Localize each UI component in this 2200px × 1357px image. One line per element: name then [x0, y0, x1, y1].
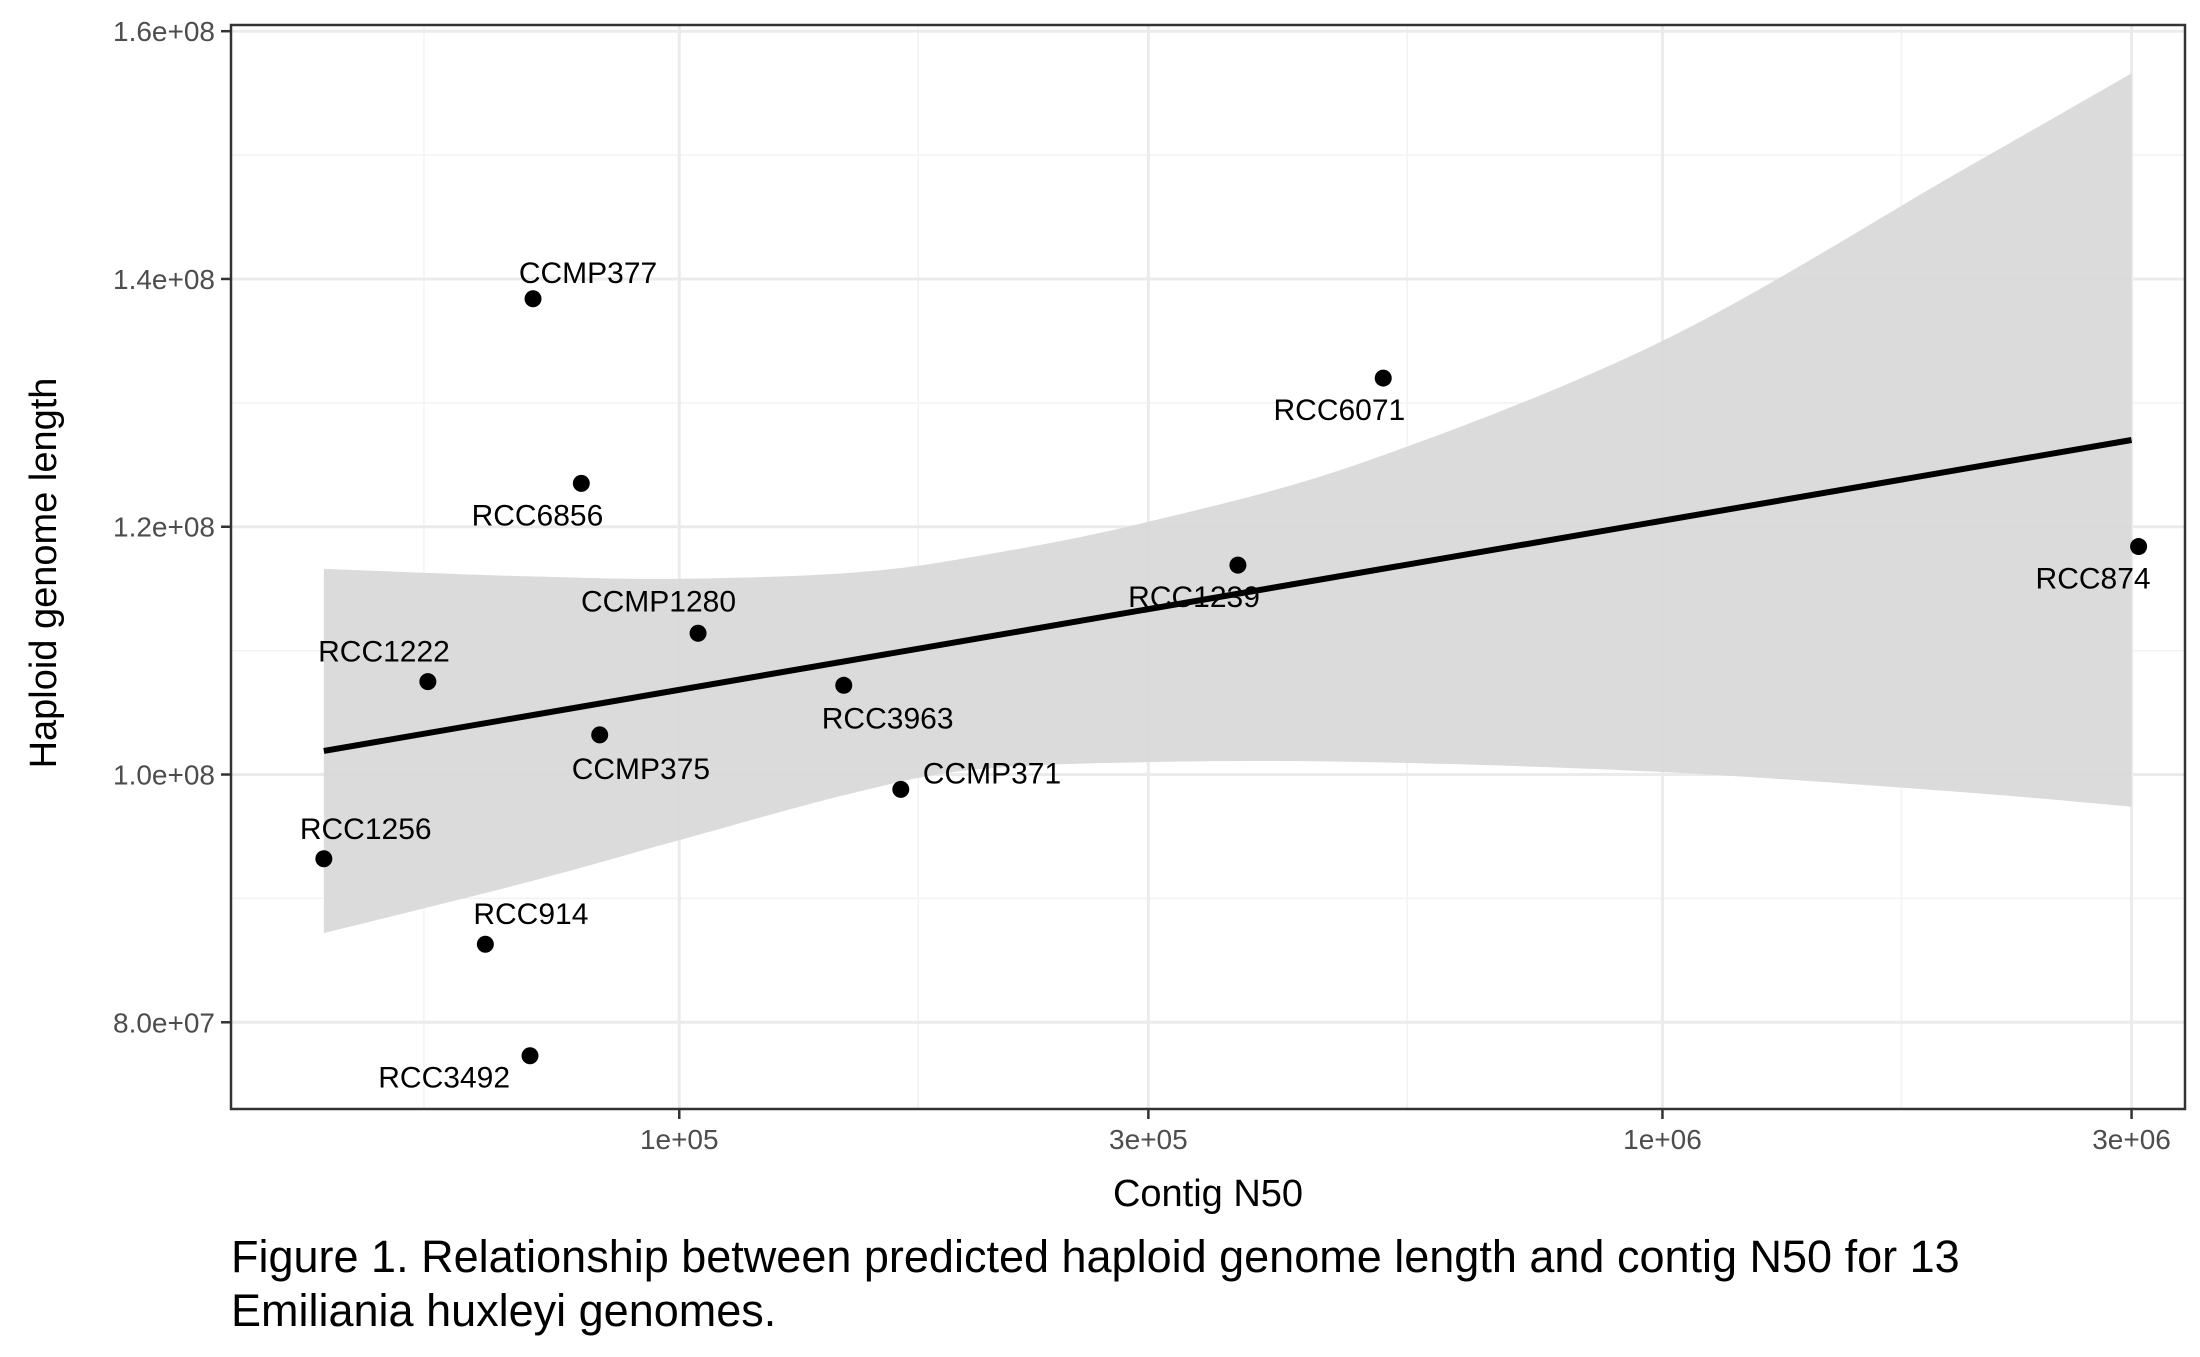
point-label: CCMP371 — [923, 757, 1061, 790]
data-point — [1229, 556, 1247, 574]
point-label: RCC914 — [473, 898, 588, 931]
x-axis-title: Contig N50 — [1113, 1173, 1303, 1215]
x-tick-label: 1e+05 — [640, 1124, 719, 1155]
point-label: CCMP377 — [519, 257, 657, 290]
point-label: CCMP375 — [572, 753, 710, 786]
data-point — [419, 673, 437, 691]
point-label: RCC1256 — [300, 813, 432, 846]
point-labels: CCMP377 RCC6856 CCMP1280 RCC1222 CCMP375 RCC3… — [300, 257, 2151, 1095]
data-point — [572, 474, 590, 492]
axis-ticks — [221, 29, 2133, 1119]
x-tick-label: 3e+05 — [1109, 1124, 1188, 1155]
confidence-band — [323, 73, 2132, 934]
point-label: RCC874 — [2036, 563, 2151, 596]
x-tick-labels: 1e+05 3e+05 1e+06 3e+06 — [640, 1124, 2171, 1155]
y-axis-title: Haploid genome length — [23, 378, 65, 769]
data-point — [315, 850, 333, 868]
y-tick-label: 1.6e+08 — [113, 16, 215, 47]
point-label: CCMP1280 — [581, 585, 736, 618]
x-tick-label: 3e+06 — [2092, 1124, 2171, 1155]
point-label: RCC1239 — [1128, 581, 1260, 614]
x-tick-label: 1e+06 — [1623, 1124, 1702, 1155]
panel-border — [229, 23, 2187, 1111]
data-point — [1374, 369, 1392, 387]
data-points — [315, 290, 2148, 1065]
point-label: RCC3963 — [822, 702, 954, 735]
figure-caption: Figure 1. Relationship between predicted… — [231, 1231, 1960, 1336]
data-point — [476, 935, 494, 953]
y-tick-labels: 8.0e+07 1.0e+08 1.2e+08 1.4e+08 1.6e+08 — [113, 16, 215, 1038]
point-label: RCC6856 — [472, 499, 604, 532]
data-point — [521, 1047, 539, 1065]
y-tick-label: 8.0e+07 — [113, 1007, 215, 1038]
y-tick-label: 1.0e+08 — [113, 760, 215, 791]
data-point — [524, 290, 542, 308]
data-point — [2130, 538, 2148, 556]
point-label: RCC3492 — [378, 1062, 510, 1095]
point-label: RCC1222 — [318, 636, 450, 669]
data-point — [689, 624, 707, 642]
data-point — [591, 726, 609, 744]
data-point — [892, 780, 910, 798]
trend-line — [323, 437, 2133, 754]
point-label: RCC6071 — [1273, 394, 1405, 427]
y-tick-label: 1.4e+08 — [113, 264, 215, 295]
data-point — [835, 676, 853, 694]
y-tick-label: 1.2e+08 — [113, 512, 215, 543]
